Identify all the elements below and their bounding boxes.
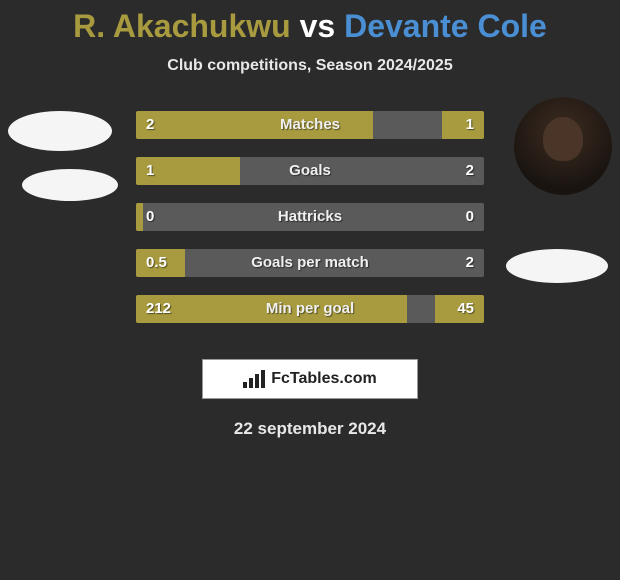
stat-value-left: 212 xyxy=(146,295,171,323)
title: R. Akachukwu vs Devante Cole xyxy=(0,8,620,45)
comparison-area: Matches21Goals12Hattricks00Goals per mat… xyxy=(0,97,620,347)
stat-label: Min per goal xyxy=(136,295,484,323)
player-b-avatar xyxy=(514,97,612,195)
stat-label: Hattricks xyxy=(136,203,484,231)
stat-bars: Matches21Goals12Hattricks00Goals per mat… xyxy=(136,111,484,341)
vs-text: vs xyxy=(300,8,336,44)
player-a-flag-1 xyxy=(8,111,112,151)
infographic-container: R. Akachukwu vs Devante Cole Club compet… xyxy=(0,0,620,439)
stat-value-right: 45 xyxy=(457,295,474,323)
brand-text: FcTables.com xyxy=(271,370,377,388)
subtitle: Club competitions, Season 2024/2025 xyxy=(0,57,620,75)
player-b-flag xyxy=(506,249,608,283)
player-b-avatar-wrap xyxy=(514,97,612,195)
stat-label: Goals xyxy=(136,157,484,185)
stat-value-left: 0.5 xyxy=(146,249,167,277)
stat-row: Goals per match0.5 2 xyxy=(136,249,484,277)
stat-value-right: 0 xyxy=(466,203,474,231)
stat-label: Matches xyxy=(136,111,484,139)
stat-value-right: 2 xyxy=(466,249,474,277)
stat-row: Min per goal212 45 xyxy=(136,295,484,323)
player-b-photo xyxy=(514,97,612,195)
stat-value-left: 1 xyxy=(146,157,154,185)
brand-box: FcTables.com xyxy=(202,359,418,399)
chart-icon xyxy=(243,370,265,388)
player-b-name: Devante Cole xyxy=(344,8,547,44)
stat-label: Goals per match xyxy=(136,249,484,277)
player-a-flag-2 xyxy=(22,169,118,201)
stat-value-right: 1 xyxy=(466,111,474,139)
stat-row: Matches2 1 xyxy=(136,111,484,139)
stat-value-left: 2 xyxy=(146,111,154,139)
stat-value-right: 2 xyxy=(466,157,474,185)
stat-value-left: 0 xyxy=(146,203,154,231)
stat-row: Goals1 2 xyxy=(136,157,484,185)
player-a-name: R. Akachukwu xyxy=(73,8,291,44)
stat-row: Hattricks0 0 xyxy=(136,203,484,231)
date-text: 22 september 2024 xyxy=(0,419,620,439)
